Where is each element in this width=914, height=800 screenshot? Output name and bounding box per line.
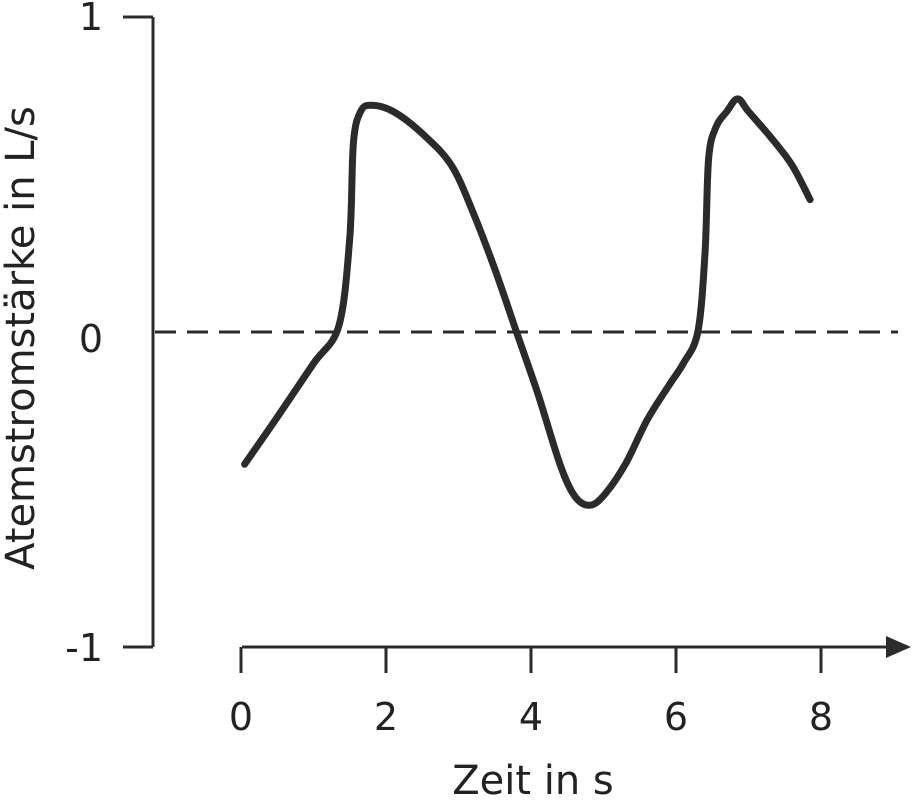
x-axis-arrowhead <box>886 636 911 658</box>
flow-series-line <box>241 95 814 509</box>
x-tick-label: 0 <box>229 695 253 739</box>
x-tick-label: 4 <box>519 695 543 739</box>
y-tick-label-minus-1: -1 <box>65 626 103 670</box>
y-axis-title: Atemstromstärke in L/s <box>0 106 44 570</box>
x-tick-label: 6 <box>664 695 688 739</box>
y-tick-label-0: 0 <box>79 317 103 361</box>
x-tick-label: 8 <box>809 695 833 739</box>
x-axis-title: Zeit in s <box>452 758 614 800</box>
x-tick-label: 2 <box>374 695 398 739</box>
y-tick-label-1: 1 <box>79 0 103 39</box>
